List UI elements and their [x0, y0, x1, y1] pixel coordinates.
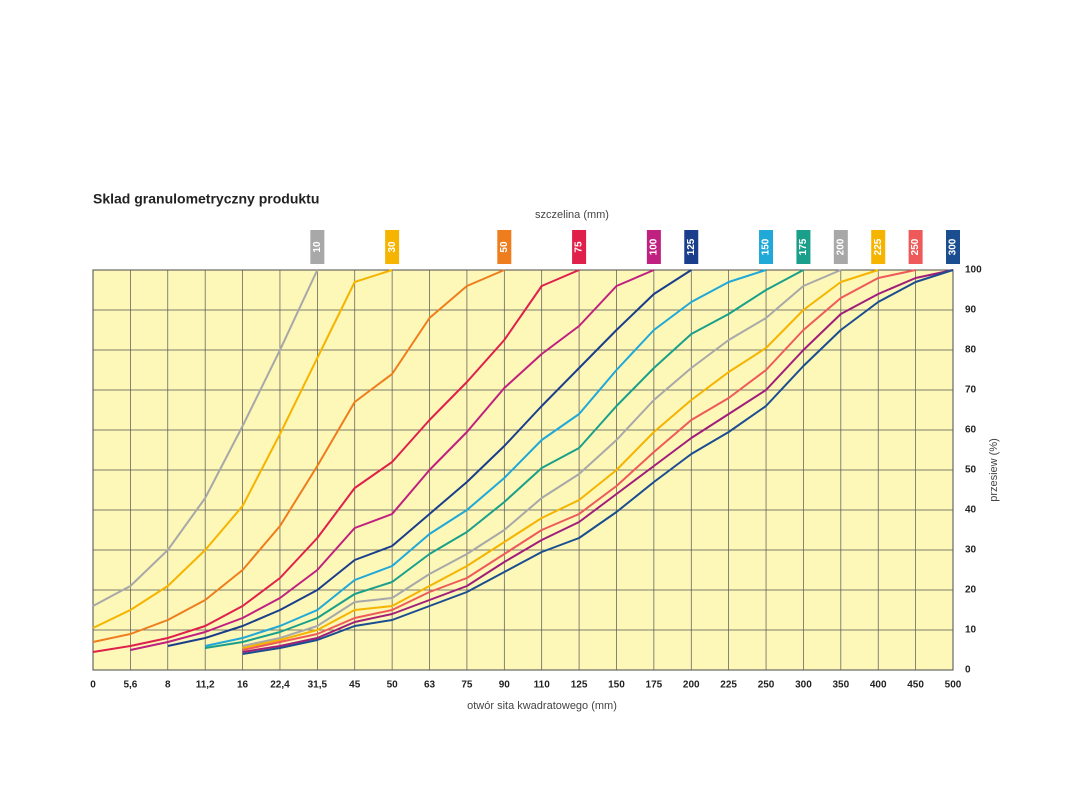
y-tick-label: 80: [965, 345, 977, 356]
series-tab: [759, 230, 774, 264]
x-tick-label: 500: [945, 680, 962, 691]
y-tick-label: 30: [965, 545, 977, 556]
legend-label: 150: [761, 238, 772, 255]
series-tab: [871, 230, 886, 264]
x-tick-label: 16: [237, 680, 249, 691]
x-axis-label: otwór sita kwadratowego (mm): [467, 700, 617, 712]
series-tab: [908, 230, 923, 264]
series-line: [167, 269, 692, 647]
x-tick-label: 8: [165, 680, 171, 691]
series-line: [92, 269, 580, 653]
series-line: [204, 269, 767, 647]
series-title: szczelina (mm): [535, 209, 609, 221]
series-tab: [833, 230, 848, 264]
series-line: [242, 269, 954, 653]
x-tick-label: 45: [349, 680, 361, 691]
x-tick-label: 300: [795, 680, 812, 691]
y-tick-label: 20: [965, 585, 977, 596]
series-line: [242, 269, 842, 647]
x-tick-label: 50: [387, 680, 399, 691]
series-tab: [310, 230, 325, 264]
y-tick-label: 10: [965, 625, 977, 636]
legend-label: 10: [312, 241, 323, 253]
legend-label: 100: [649, 238, 660, 255]
y-tick-label: 70: [965, 385, 977, 396]
x-tick-label: 175: [646, 680, 663, 691]
series-line: [130, 269, 655, 651]
y-axis-label: przesiew (%): [988, 438, 1000, 502]
legend-label: 30: [387, 241, 398, 253]
series-tab: [684, 230, 699, 264]
legend-label: 250: [910, 238, 921, 255]
legend-label: 300: [948, 238, 959, 255]
legend-label: 75: [574, 241, 585, 253]
x-tick-label: 0: [90, 680, 96, 691]
series-line: [205, 269, 804, 649]
x-tick-label: 450: [907, 680, 924, 691]
x-tick-label: 11,2: [196, 680, 215, 691]
x-tick-label: 150: [608, 680, 625, 691]
series-line: [92, 269, 505, 643]
series-line: [92, 269, 393, 629]
legend-label: 175: [798, 238, 809, 255]
x-tick-label: 200: [683, 680, 700, 691]
series-tab: [946, 230, 960, 264]
y-tick-label: 100: [965, 265, 982, 276]
series-line: [242, 269, 954, 655]
series-tab: [796, 230, 811, 264]
legend-label: 200: [835, 238, 846, 255]
x-tick-label: 22,4: [270, 680, 290, 691]
x-tick-label: 110: [534, 680, 551, 691]
series-line: [242, 269, 916, 651]
legend-label: 125: [686, 238, 697, 255]
series-tab: [385, 230, 400, 264]
series-line: [92, 269, 319, 607]
chart-title: Sklad granulometryczny produktu: [93, 191, 319, 207]
y-tick-label: 40: [965, 505, 977, 516]
y-tick-label: 0: [965, 665, 971, 676]
x-tick-label: 400: [870, 680, 887, 691]
x-tick-label: 90: [499, 680, 511, 691]
legend-label: 225: [873, 238, 884, 255]
y-tick-label: 50: [965, 465, 977, 476]
x-tick-label: 350: [832, 680, 849, 691]
x-tick-label: 125: [571, 680, 588, 691]
series-tab: [646, 230, 661, 264]
x-tick-label: 63: [424, 680, 436, 691]
series-tab: [497, 230, 512, 264]
x-tick-label: 31,5: [308, 680, 328, 691]
x-tick-label: 5,6: [123, 680, 137, 691]
y-tick-label: 90: [965, 305, 977, 316]
legend-label: 50: [499, 241, 510, 253]
x-tick-label: 250: [758, 680, 775, 691]
x-tick-label: 225: [720, 680, 737, 691]
series-tab: [572, 230, 587, 264]
y-tick-label: 60: [965, 425, 977, 436]
series-line: [242, 269, 879, 649]
x-tick-label: 75: [461, 680, 473, 691]
